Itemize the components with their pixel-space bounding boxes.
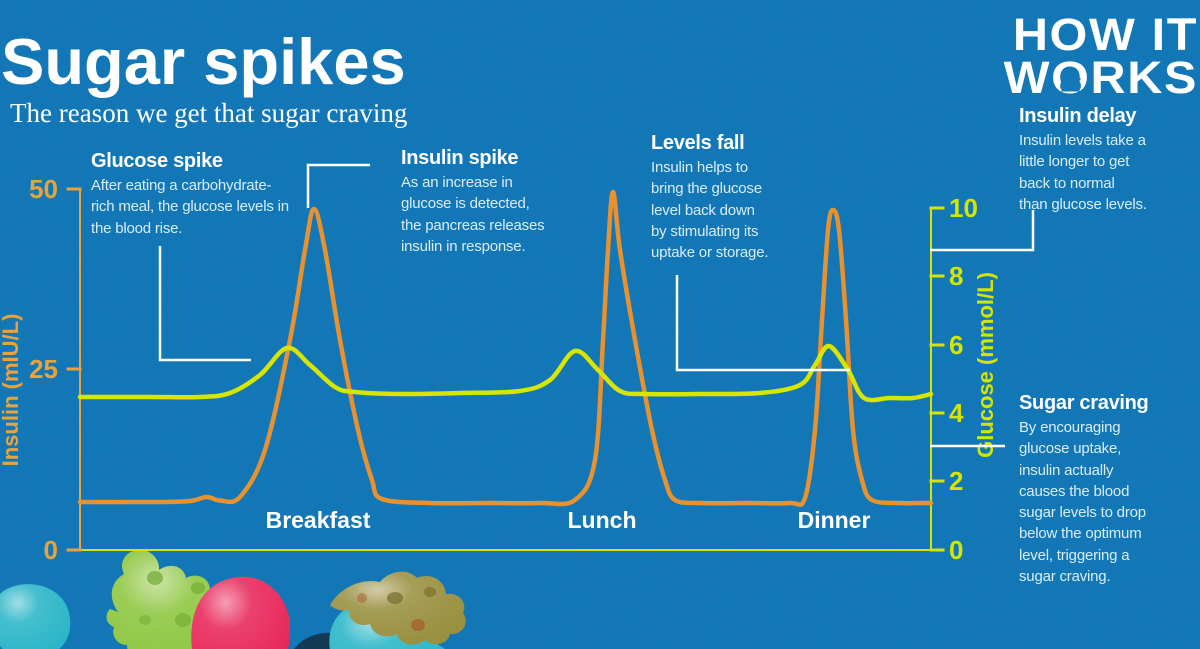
svg-text:0: 0 (949, 535, 963, 565)
svg-text:8: 8 (949, 261, 963, 291)
svg-text:Breakfast: Breakfast (266, 507, 371, 533)
svg-text:6: 6 (949, 330, 963, 360)
svg-text:Glucose (mmol/L): Glucose (mmol/L) (973, 272, 998, 458)
svg-text:Lunch: Lunch (568, 507, 637, 533)
svg-text:Dinner: Dinner (798, 507, 871, 533)
svg-text:25: 25 (29, 354, 58, 384)
svg-text:2: 2 (949, 466, 963, 496)
svg-text:4: 4 (949, 398, 964, 428)
svg-text:10: 10 (949, 193, 978, 223)
svg-text:0: 0 (44, 535, 58, 565)
svg-text:Insulin (mIU/L): Insulin (mIU/L) (0, 314, 23, 467)
svg-text:50: 50 (29, 174, 58, 204)
